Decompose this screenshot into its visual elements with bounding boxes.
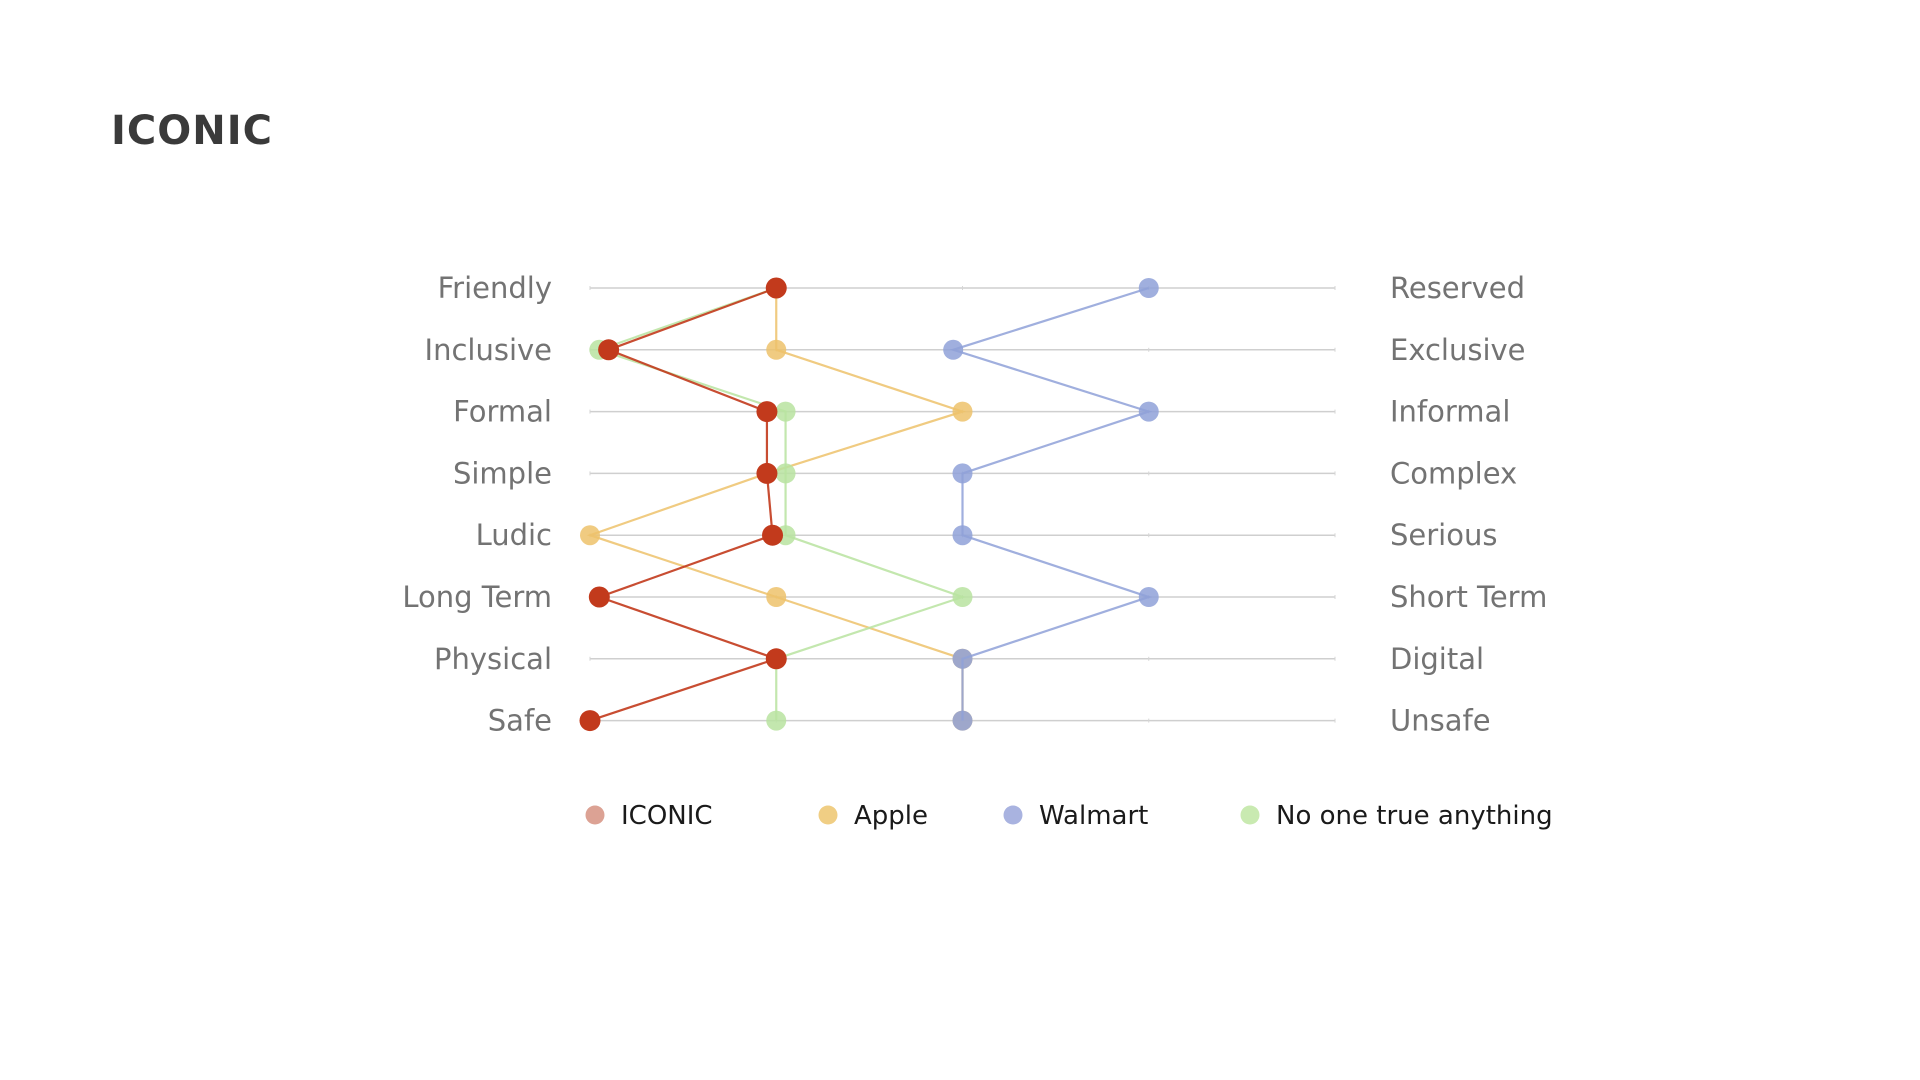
data-point [952, 463, 973, 484]
legend-label: Walmart [1039, 801, 1148, 831]
series-line [589, 286, 780, 722]
legend: ICONIC Apple Walmart No one true anything [585, 801, 1553, 831]
data-point [765, 648, 787, 670]
right-axis-label: Serious [1390, 518, 1497, 552]
left-axis-label: Ludic [476, 518, 552, 552]
legend-label: Apple [854, 801, 928, 831]
right-axis-label: Complex [1390, 456, 1517, 490]
legend-swatch [1240, 805, 1260, 825]
legend-label: No one true anything [1276, 801, 1553, 831]
series-iconic [579, 277, 787, 732]
left-axis-label: Simple [453, 456, 552, 490]
right-axis-label: Short Term [1390, 580, 1547, 614]
data-point [766, 710, 787, 731]
data-point [766, 339, 787, 360]
data-point [952, 525, 973, 546]
left-axis-label: Formal [453, 395, 552, 429]
page-title: ICONIC [111, 108, 273, 154]
axis-labels: Friendly Inclusive Formal Simple Ludic Long T… [402, 271, 1547, 738]
right-axis-label: Informal [1390, 395, 1510, 429]
data-point [1138, 401, 1159, 422]
data-point [756, 462, 778, 484]
legend-label: ICONIC [621, 801, 713, 831]
data-point [762, 524, 784, 546]
data-point [598, 339, 620, 361]
data-point [588, 586, 610, 608]
data-point [580, 525, 600, 546]
data-point [952, 401, 973, 422]
data-point [766, 587, 787, 607]
data-point [952, 710, 973, 731]
data-point [1138, 278, 1159, 298]
data-point [579, 710, 601, 732]
data-point [952, 587, 973, 607]
legend-item: ICONIC [585, 801, 713, 831]
series-line [595, 286, 966, 721]
legend-item: No one true anything [1240, 801, 1553, 831]
legend-swatch [585, 805, 605, 825]
series-walmart [943, 278, 1159, 731]
data-point [775, 401, 796, 422]
legend-item: Apple [818, 801, 928, 831]
legend-item: Walmart [1003, 801, 1148, 831]
data-point [765, 277, 787, 299]
right-axis-label: Unsafe [1390, 704, 1491, 738]
data-point [952, 648, 973, 669]
left-axis-label: Inclusive [425, 333, 552, 367]
legend-swatch [1003, 805, 1023, 825]
left-axis-label: Long Term [402, 580, 552, 614]
right-axis-label: Exclusive [1390, 333, 1526, 367]
data-point [1138, 587, 1159, 607]
series-line [949, 286, 1153, 721]
right-axis-label: Digital [1390, 642, 1484, 676]
data-point [756, 401, 778, 423]
left-axis-label: Safe [488, 704, 552, 738]
data-point [775, 463, 796, 484]
left-axis-label: Friendly [438, 271, 552, 305]
series-line [586, 288, 967, 721]
right-axis-label: Reserved [1390, 271, 1525, 305]
left-axis-label: Physical [434, 642, 552, 676]
data-point [943, 339, 964, 360]
legend-swatch [818, 805, 838, 825]
